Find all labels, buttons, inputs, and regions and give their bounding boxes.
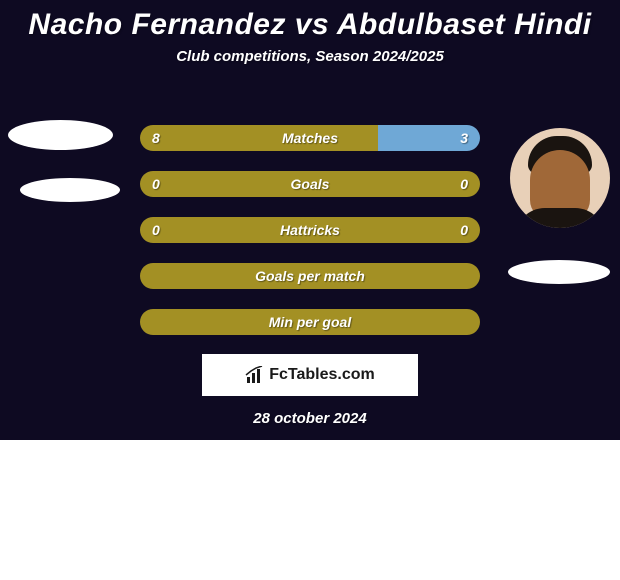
logo-text: FcTables.com: [269, 366, 375, 384]
stat-row-goals: 00Goals: [140, 171, 480, 197]
subtitle: Club competitions, Season 2024/2025: [0, 48, 620, 65]
player-left-avatar-placeholder-2: [20, 178, 120, 202]
player-left-avatar-placeholder-1: [8, 120, 113, 150]
comparison-infographic: Nacho Fernandez vs Abdulbaset Hindi Club…: [0, 0, 620, 440]
stat-row-hattricks: 00Hattricks: [140, 217, 480, 243]
stat-left-value: 0: [140, 171, 310, 197]
fctables-logo: FcTables.com: [202, 354, 418, 396]
player-right-avatar: [510, 128, 610, 228]
stat-row-goals-per-match: Goals per match: [140, 263, 480, 289]
stat-right-value: 3: [378, 125, 480, 151]
page-title: Nacho Fernandez vs Abdulbaset Hindi: [0, 0, 620, 42]
stat-left-value: 8: [140, 125, 378, 151]
stat-left-value: 0: [140, 217, 310, 243]
chart-icon: [245, 366, 265, 384]
date-text: 28 october 2024: [0, 410, 620, 427]
stat-row-matches: 83Matches: [140, 125, 480, 151]
stat-right-value: 0: [310, 171, 480, 197]
stat-row-min-per-goal: Min per goal: [140, 309, 480, 335]
stat-right-value: 0: [310, 217, 480, 243]
player-right-avatar-placeholder-2: [508, 260, 610, 284]
